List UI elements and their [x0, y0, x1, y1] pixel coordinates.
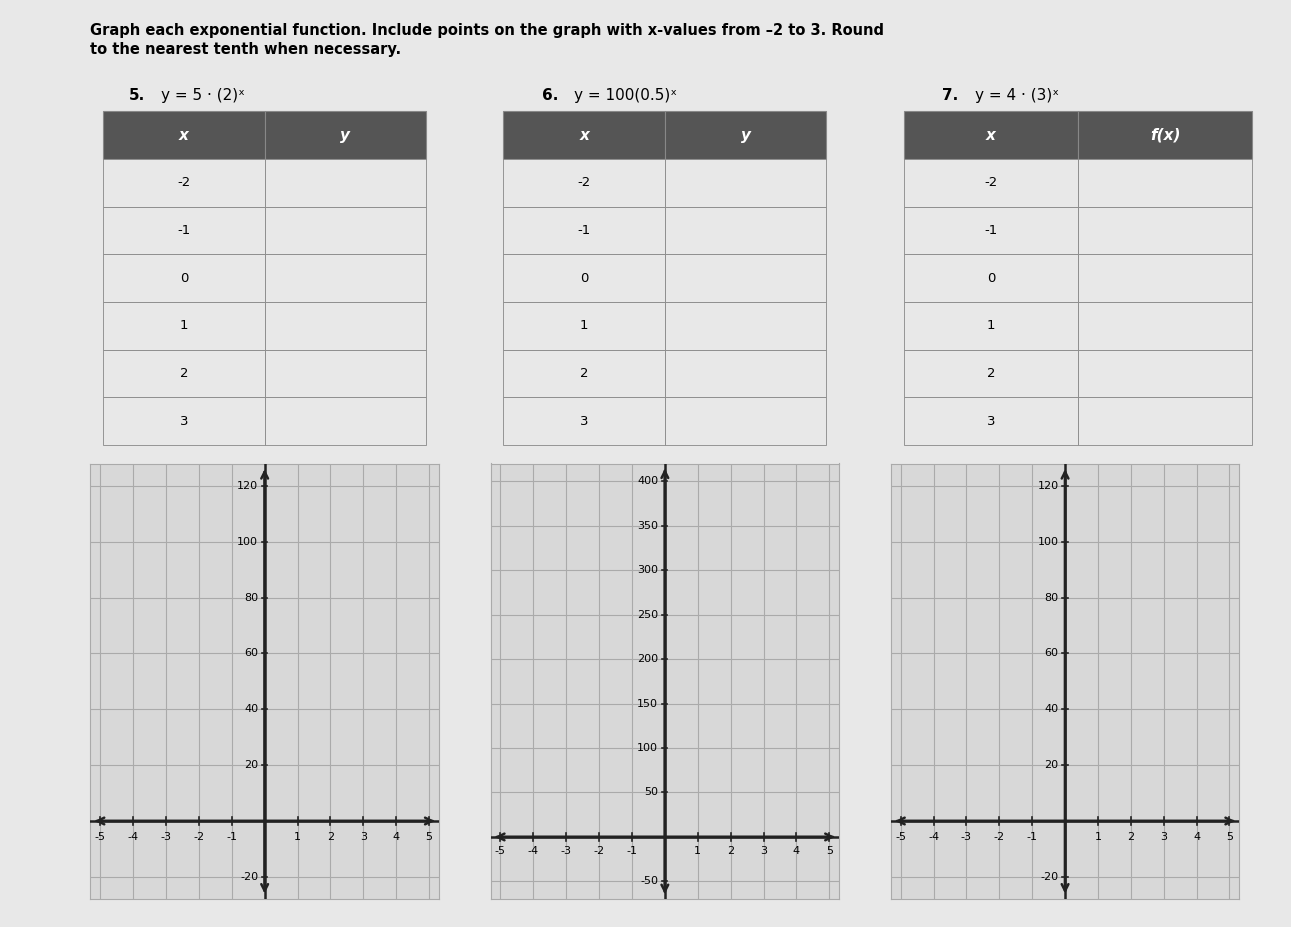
Text: 400: 400 [638, 476, 658, 487]
Text: 20: 20 [244, 760, 258, 770]
Text: 200: 200 [638, 654, 658, 664]
Text: 60: 60 [1044, 648, 1059, 658]
Text: 5: 5 [826, 845, 833, 856]
Text: -4: -4 [528, 845, 538, 856]
Text: 3: 3 [1161, 832, 1167, 842]
Text: -5: -5 [895, 832, 906, 842]
Text: -1: -1 [626, 845, 638, 856]
Text: 20: 20 [1044, 760, 1059, 770]
Text: 150: 150 [638, 699, 658, 708]
Text: 80: 80 [1044, 592, 1059, 603]
Text: 300: 300 [638, 565, 658, 575]
Text: -1: -1 [226, 832, 238, 842]
Text: -3: -3 [560, 845, 572, 856]
Text: -2: -2 [994, 832, 1004, 842]
Text: 1: 1 [1095, 832, 1101, 842]
Text: to the nearest tenth when necessary.: to the nearest tenth when necessary. [90, 42, 402, 57]
Text: 80: 80 [244, 592, 258, 603]
Text: -2: -2 [194, 832, 204, 842]
Text: 6.: 6. [542, 88, 559, 103]
Text: 120: 120 [1038, 481, 1059, 490]
Text: 2: 2 [327, 832, 334, 842]
Text: -3: -3 [160, 832, 172, 842]
Text: 40: 40 [1044, 705, 1059, 715]
Text: 250: 250 [638, 610, 658, 619]
Text: 7.: 7. [942, 88, 959, 103]
Text: 5.: 5. [129, 88, 146, 103]
Text: -50: -50 [640, 876, 658, 886]
Text: -20: -20 [1041, 872, 1059, 882]
Text: 4: 4 [793, 845, 800, 856]
Text: 5: 5 [426, 832, 432, 842]
Text: 100: 100 [238, 537, 258, 547]
Text: -20: -20 [240, 872, 258, 882]
Text: 2: 2 [727, 845, 735, 856]
Text: y = 5 · (2)ˣ: y = 5 · (2)ˣ [161, 88, 245, 103]
Text: 100: 100 [1038, 537, 1059, 547]
Text: 2: 2 [1127, 832, 1135, 842]
Text: 3: 3 [760, 845, 767, 856]
Text: Graph each exponential function. Include points on the graph with x-values from : Graph each exponential function. Include… [90, 23, 884, 38]
Text: y = 4 · (3)ˣ: y = 4 · (3)ˣ [975, 88, 1059, 103]
Text: 1: 1 [695, 845, 701, 856]
Text: -1: -1 [1026, 832, 1038, 842]
Text: 120: 120 [238, 481, 258, 490]
Text: 40: 40 [244, 705, 258, 715]
Text: 3: 3 [360, 832, 367, 842]
Text: -5: -5 [94, 832, 106, 842]
Text: -3: -3 [961, 832, 972, 842]
Text: 50: 50 [644, 788, 658, 797]
Text: 60: 60 [244, 648, 258, 658]
Text: -5: -5 [494, 845, 506, 856]
Text: y = 100(0.5)ˣ: y = 100(0.5)ˣ [574, 88, 678, 103]
Text: -2: -2 [594, 845, 604, 856]
Text: -4: -4 [128, 832, 138, 842]
Text: 1: 1 [294, 832, 301, 842]
Text: 350: 350 [638, 521, 658, 531]
Text: 5: 5 [1226, 832, 1233, 842]
Text: -4: -4 [928, 832, 939, 842]
Text: 4: 4 [392, 832, 400, 842]
Text: 100: 100 [638, 743, 658, 753]
Text: 4: 4 [1193, 832, 1201, 842]
